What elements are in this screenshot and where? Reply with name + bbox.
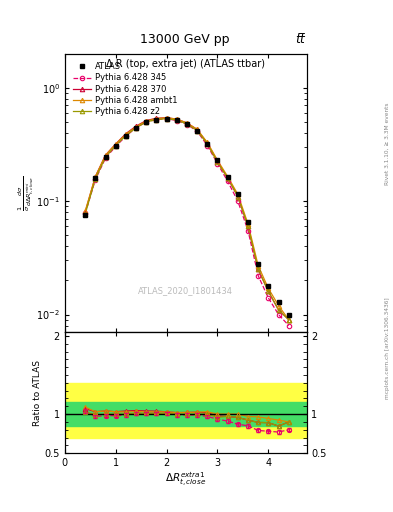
- X-axis label: $\Delta R_{t,close}^{extra1}$: $\Delta R_{t,close}^{extra1}$: [165, 471, 206, 489]
- Text: tt̅: tt̅: [295, 33, 305, 46]
- Y-axis label: $\frac{1}{\sigma}\frac{d\sigma}{d\Delta R_{t,close}^{mini}}$: $\frac{1}{\sigma}\frac{d\sigma}{d\Delta …: [16, 175, 35, 210]
- Y-axis label: Ratio to ATLAS: Ratio to ATLAS: [33, 359, 42, 425]
- Bar: [65, 402, 307, 426]
- Text: mcplots.cern.ch [arXiv:1306.3436]: mcplots.cern.ch [arXiv:1306.3436]: [385, 297, 389, 399]
- Text: Δ R (top, extra jet) (ATLAS ttbar): Δ R (top, extra jet) (ATLAS ttbar): [106, 59, 265, 69]
- Legend: ATLAS, Pythia 6.428 345, Pythia 6.428 370, Pythia 6.428 ambt1, Pythia 6.428 z2: ATLAS, Pythia 6.428 345, Pythia 6.428 37…: [70, 59, 181, 119]
- Text: Rivet 3.1.10, ≥ 3.3M events: Rivet 3.1.10, ≥ 3.3M events: [385, 102, 389, 185]
- Text: ATLAS_2020_I1801434: ATLAS_2020_I1801434: [138, 286, 233, 295]
- Text: 13000 GeV pp: 13000 GeV pp: [140, 33, 230, 46]
- Bar: [65, 383, 307, 438]
